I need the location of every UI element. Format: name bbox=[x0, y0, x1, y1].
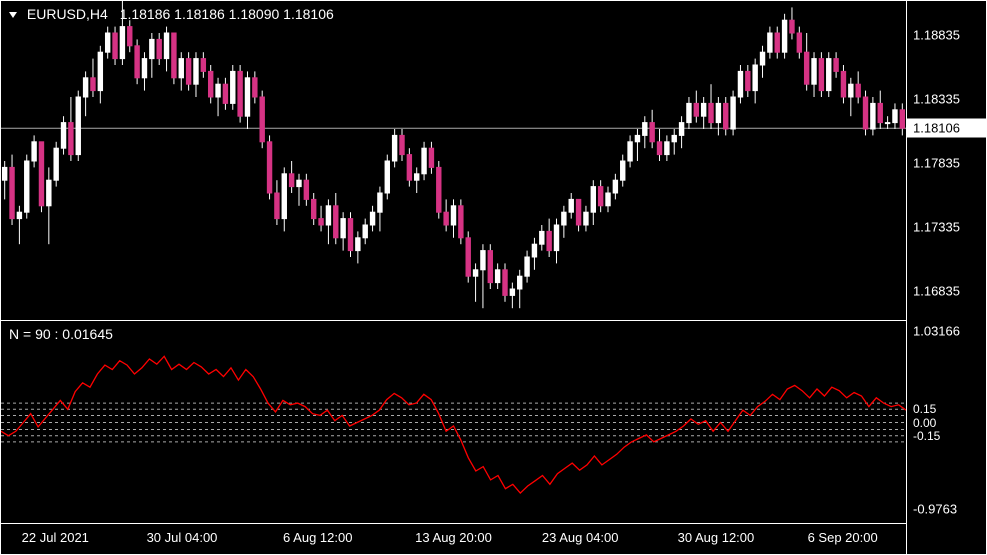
yaxis-right: 1.16835 1.17335 1.17835 1.18335 1.18835 1.181… bbox=[906, 1, 986, 554]
xaxis-label: 30 Aug 12:00 bbox=[678, 530, 755, 545]
symbol-label: EURUSD,H4 bbox=[27, 6, 108, 22]
chart-window: EURUSD,H4 1.18186 1.18186 1.18090 1.1810… bbox=[0, 0, 987, 555]
xaxis-label: 6 Sep 20:00 bbox=[808, 530, 878, 545]
indicator-svg bbox=[1, 321, 906, 524]
price-ytick: 1.17835 bbox=[913, 155, 960, 170]
indicator-panel[interactable]: N = 90 : 0.01645 bbox=[1, 321, 906, 524]
xaxis-label: 30 Jul 04:00 bbox=[147, 530, 218, 545]
price-chart-panel[interactable]: EURUSD,H4 1.18186 1.18186 1.18090 1.1810… bbox=[1, 1, 906, 321]
last-price-box: 1.18106 bbox=[907, 119, 986, 138]
xaxis-label: 13 Aug 20:00 bbox=[415, 530, 492, 545]
indicator-ytick: 1.03166 bbox=[913, 324, 960, 339]
ohlc-label: 1.18186 1.18186 1.18090 1.18106 bbox=[120, 6, 334, 22]
indicator-ytick: -0.9763 bbox=[913, 501, 957, 516]
indicator-level-label: 0.00 bbox=[913, 416, 936, 430]
indicator-label: N = 90 : 0.01645 bbox=[9, 326, 113, 342]
indicator-level-label: -0.15 bbox=[913, 429, 940, 443]
price-ytick: 1.18335 bbox=[913, 91, 960, 106]
xaxis-label: 23 Aug 04:00 bbox=[542, 530, 619, 545]
xaxis: 22 Jul 2021 30 Jul 04:00 6 Aug 12:00 13 Aug… bbox=[1, 524, 906, 554]
price-ytick: 1.18835 bbox=[913, 27, 960, 42]
xaxis-label: 6 Aug 12:00 bbox=[283, 530, 352, 545]
price-ytick: 1.16835 bbox=[913, 283, 960, 298]
indicator-level-label: 0.15 bbox=[913, 402, 936, 416]
chart-header: EURUSD,H4 1.18186 1.18186 1.18090 1.1810… bbox=[9, 6, 334, 22]
dropdown-icon[interactable] bbox=[9, 12, 17, 18]
price-ytick: 1.17335 bbox=[913, 219, 960, 234]
xaxis-label: 22 Jul 2021 bbox=[22, 530, 89, 545]
price-candles-svg bbox=[1, 1, 906, 321]
